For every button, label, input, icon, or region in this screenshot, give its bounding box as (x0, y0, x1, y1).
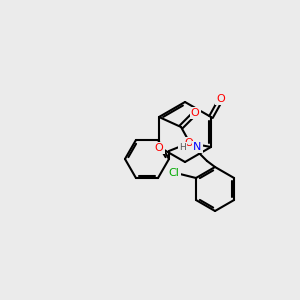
Text: O: O (190, 108, 200, 118)
Text: O: O (184, 138, 194, 148)
Text: Cl: Cl (169, 168, 179, 178)
Text: O: O (154, 143, 164, 153)
Text: H: H (179, 142, 186, 152)
Text: N: N (193, 142, 201, 152)
Text: O: O (217, 94, 225, 104)
